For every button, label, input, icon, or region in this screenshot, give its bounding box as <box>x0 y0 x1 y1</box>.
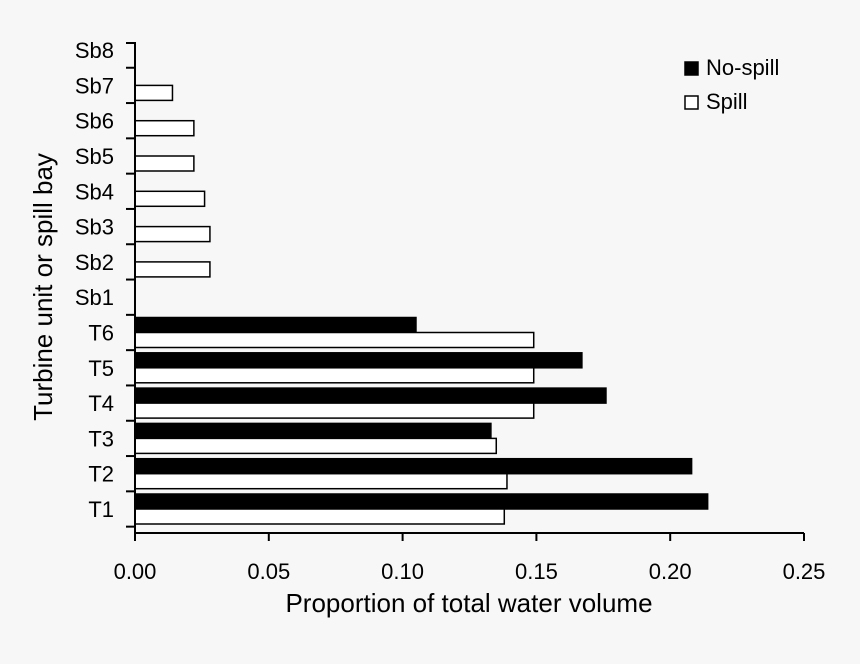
legend-swatch-spill <box>684 95 699 110</box>
bar-sb6-spill <box>134 119 195 137</box>
bars-group <box>134 84 709 525</box>
y-tick-label-t6: T6 <box>88 321 114 346</box>
y-tick-label-sb8: Sb8 <box>75 38 114 63</box>
bar-sb4-spill <box>134 190 206 208</box>
bar-t2-no-spill <box>134 457 693 475</box>
legend-swatch-no-spill <box>684 61 699 76</box>
legend: No-spill Spill <box>684 55 779 114</box>
x-tick-label-0-20: 0.20 <box>649 559 692 584</box>
bar-t6-spill <box>134 331 535 349</box>
bar-t2-spill <box>134 472 508 490</box>
bar-sb5-spill <box>134 155 195 172</box>
y-axis-title: Turbine unit or spill bay <box>28 153 58 421</box>
y-ticks-group: T1 T2 T3 T4 T5 T6 Sb1 Sb2 Sb3 Sb4 Sb5 Sb6 Sb7 Sb8 <box>75 38 135 528</box>
x-axis-title: Proportion of total water volume <box>285 588 652 618</box>
bar-t1-spill <box>134 508 506 525</box>
y-tick-label-sb1: Sb1 <box>75 285 114 310</box>
x-ticks-group: 0.00 0.05 0.10 0.15 0.20 0.25 <box>114 533 826 584</box>
x-tick-label-0-00: 0.00 <box>114 559 157 584</box>
y-tick-label-sb2: Sb2 <box>75 250 114 275</box>
y-tick-label-t2: T2 <box>88 462 114 487</box>
bar-t3-spill <box>134 437 498 455</box>
bar-t3-no-spill <box>134 422 492 440</box>
bar-t1-no-spill <box>134 493 709 510</box>
y-tick-label-sb7: Sb7 <box>75 73 114 98</box>
legend-label-spill: Spill <box>706 89 748 114</box>
x-tick-label-0-25: 0.25 <box>783 559 826 584</box>
y-tick-label-t5: T5 <box>88 356 114 381</box>
y-tick-label-t4: T4 <box>88 391 114 416</box>
bar-sb3-spill <box>134 225 211 243</box>
bar-sb7-spill <box>134 84 174 102</box>
x-tick-label-0-15: 0.15 <box>515 559 558 584</box>
bar-sb2-spill <box>134 261 211 278</box>
legend-label-no-spill: No-spill <box>706 55 779 80</box>
y-tick-label-sb6: Sb6 <box>75 109 114 134</box>
bar-t4-spill <box>134 402 535 419</box>
bar-t6-no-spill <box>134 316 417 334</box>
y-tick-label-t1: T1 <box>88 497 114 522</box>
y-tick-label-sb4: Sb4 <box>75 179 114 204</box>
bar-t5-spill <box>134 367 535 384</box>
y-tick-label-sb5: Sb5 <box>75 144 114 169</box>
y-tick-label-t3: T3 <box>88 426 114 451</box>
y-tick-label-sb3: Sb3 <box>75 215 114 240</box>
bar-t5-no-spill <box>134 352 583 369</box>
x-tick-label-0-05: 0.05 <box>247 559 290 584</box>
bar-t4-no-spill <box>134 387 607 404</box>
x-tick-label-0-10: 0.10 <box>381 559 424 584</box>
